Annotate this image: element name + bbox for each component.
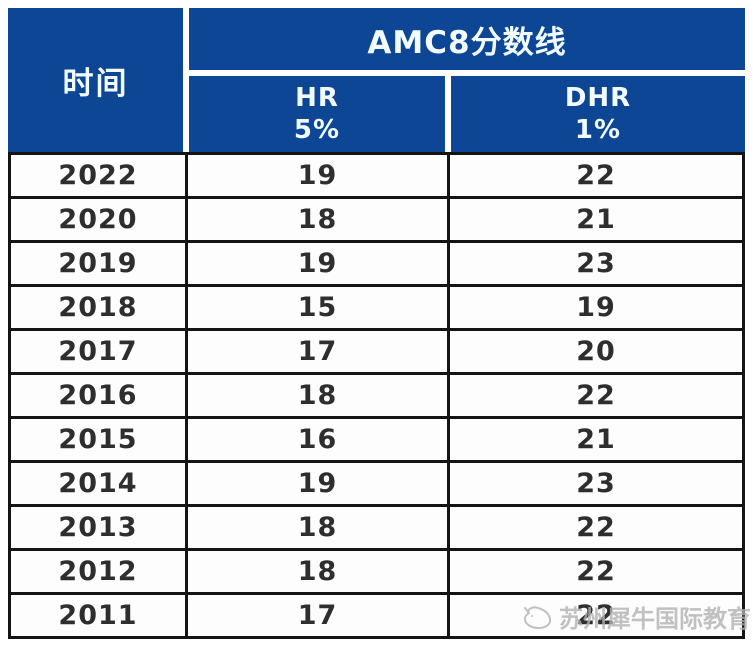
- year-cell: 2013: [11, 507, 185, 548]
- dhr-score-cell: 22: [450, 507, 742, 548]
- table-body: 2022 19 22 2020 18 21 2019 19 23 2018 15 19 2017 17 20…: [8, 152, 745, 639]
- hr-score-cell: 19: [188, 155, 447, 196]
- hr-score-cell: 19: [188, 243, 447, 284]
- year-cell: 2014: [11, 463, 185, 504]
- year-cell: 2016: [11, 375, 185, 416]
- dhr-score-cell: 23: [450, 463, 742, 504]
- hr-score-cell: 18: [188, 199, 447, 240]
- hr-score-cell: 17: [188, 595, 447, 636]
- year-cell: 2017: [11, 331, 185, 372]
- hr-score-cell: 18: [188, 551, 447, 592]
- dhr-score-cell: 22: [450, 595, 742, 636]
- year-cell: 2019: [11, 243, 185, 284]
- year-cell: 2012: [11, 551, 185, 592]
- hr-score-cell: 19: [188, 463, 447, 504]
- year-cell: 2020: [11, 199, 185, 240]
- dhr-score-cell: 19: [450, 287, 742, 328]
- dhr-column-percent: 1%: [574, 115, 622, 145]
- dhr-score-cell: 22: [450, 155, 742, 196]
- dhr-score-cell: 20: [450, 331, 742, 372]
- hr-column-header: HR 5%: [189, 76, 445, 152]
- hr-score-cell: 15: [188, 287, 447, 328]
- year-cell: 2011: [11, 595, 185, 636]
- hr-score-cell: 18: [188, 375, 447, 416]
- dhr-column-header: DHR 1%: [451, 76, 745, 152]
- hr-column-percent: 5%: [293, 115, 341, 145]
- hr-score-cell: 18: [188, 507, 447, 548]
- table-header: 时间 AMC8分数线 HR 5% DHR 1%: [8, 8, 745, 152]
- year-cell: 2018: [11, 287, 185, 328]
- amc8-cutoff-table: 时间 AMC8分数线 HR 5% DHR 1% 2022 19 22 2020 18 21…: [8, 8, 745, 639]
- dhr-score-cell: 23: [450, 243, 742, 284]
- hr-score-cell: 16: [188, 419, 447, 460]
- dhr-score-cell: 22: [450, 551, 742, 592]
- dhr-score-cell: 21: [450, 419, 742, 460]
- dhr-column-label: DHR: [564, 82, 632, 113]
- time-column-header: 时间: [8, 8, 183, 152]
- hr-column-label: HR: [295, 82, 339, 113]
- table-title: AMC8分数线: [189, 8, 745, 70]
- dhr-score-cell: 22: [450, 375, 742, 416]
- hr-score-cell: 17: [188, 331, 447, 372]
- dhr-score-cell: 21: [450, 199, 742, 240]
- year-cell: 2015: [11, 419, 185, 460]
- year-cell: 2022: [11, 155, 185, 196]
